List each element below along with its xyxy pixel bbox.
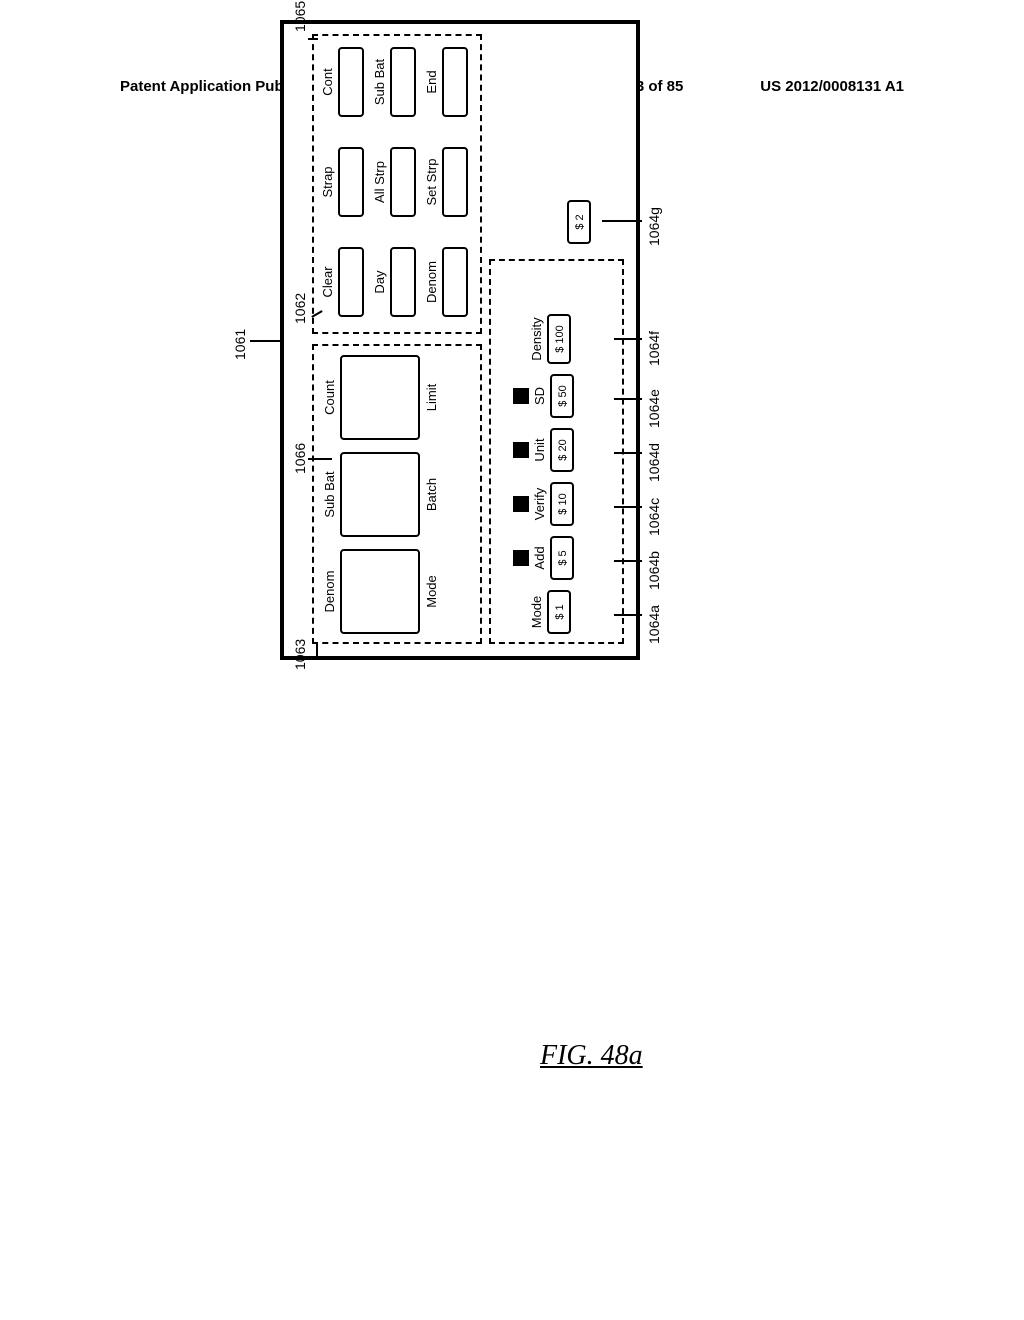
ref-1064f: 1064f [646, 331, 662, 366]
ref-1064e: 1064e [646, 389, 662, 428]
header-right: US 2012/0008131 A1 [760, 78, 904, 95]
btn-subbat[interactable] [390, 47, 416, 117]
box-subbat[interactable] [340, 452, 420, 537]
label-mode: Mode [424, 549, 439, 634]
label-day: Day [372, 247, 387, 317]
label-clear: Clear [320, 247, 335, 317]
ref-1062: 1062 [292, 293, 308, 324]
rcol1: Clear Day Denom [320, 247, 468, 317]
ref-1063: 1063 [292, 639, 308, 670]
btn-d100[interactable]: $ 100 [547, 314, 571, 364]
col-denom: Denom Mode [322, 549, 442, 634]
btn-allstrp[interactable] [390, 147, 416, 217]
low-verify: Verify $ 10 [513, 482, 574, 526]
btn-strap[interactable] [338, 147, 364, 217]
ref-1066: 1066 [292, 443, 308, 474]
btn-clear[interactable] [338, 247, 364, 317]
blackbox-sd [513, 388, 529, 404]
btn-d1[interactable]: $ 1 [547, 590, 571, 634]
low-add-lbl: Add [532, 536, 547, 580]
ref-1065: 1065 [292, 1, 308, 32]
leader-1061 [250, 340, 280, 342]
btn-d5[interactable]: $ 5 [550, 536, 574, 580]
low-verify-lbl: Verify [532, 482, 547, 526]
rcol3: Cont Sub Bat End [320, 47, 468, 117]
btn-day[interactable] [390, 247, 416, 317]
rcol2: Strap All Strp Set Strp [320, 147, 468, 217]
low-d2: $ 2 [567, 200, 591, 244]
ref-1064a: 1064a [646, 605, 662, 644]
region-lower: Mode $ 1 Add $ 5 Verify $ 10 Unit $ 20 S… [489, 259, 624, 644]
low-mode-lbl: Mode [529, 590, 544, 634]
label-cont: Cont [320, 47, 335, 117]
btn-end[interactable] [442, 47, 468, 117]
region-display: 1066 Denom Mode Sub Bat Batch Count Limi… [312, 344, 482, 644]
blackbox-add [513, 550, 529, 566]
leader-1065 [308, 38, 318, 40]
low-unit-lbl: Unit [532, 428, 547, 472]
ref-1064b: 1064b [646, 551, 662, 590]
region-buttons-right: 1065 Clear Day Denom Strap All Strp Set … [312, 34, 482, 334]
ref-1064c: 1064c [646, 498, 662, 536]
lead-1064a [614, 614, 642, 616]
lead-1064f [614, 338, 642, 340]
label-denom: Denom [322, 549, 337, 634]
btn-cont[interactable] [338, 47, 364, 117]
label-batch: Batch [424, 452, 439, 537]
col-subbat: Sub Bat Batch [322, 452, 442, 537]
btn-d10[interactable]: $ 10 [550, 482, 574, 526]
figure-label: FIG. 48a [540, 1040, 643, 1072]
panel-outer: 1063 1066 Denom Mode Sub Bat Batch Count… [280, 20, 640, 660]
ref-1061: 1061 [232, 329, 248, 360]
lead-1064d [614, 452, 642, 454]
low-unit: Unit $ 20 [513, 428, 574, 472]
ref-1064d: 1064d [646, 443, 662, 482]
low-density: Density $ 100 [513, 314, 571, 364]
label-count: Count [322, 355, 337, 440]
lead-1064e [614, 398, 642, 400]
low-add: Add $ 5 [513, 536, 574, 580]
blackbox-verify [513, 496, 529, 512]
label-allstrp: All Strp [372, 147, 387, 217]
box-denom[interactable] [340, 549, 420, 634]
label-limit: Limit [424, 355, 439, 440]
col-count: Count Limit [322, 355, 442, 440]
label-setstrp: Set Strp [424, 147, 439, 217]
box-count[interactable] [340, 355, 420, 440]
ref-1064g: 1064g [646, 207, 662, 246]
lead-1064b [614, 560, 642, 562]
label-subbat: Sub Bat [322, 452, 337, 537]
low-density-lbl: Density [529, 314, 544, 364]
low-sd-lbl: SD [532, 374, 547, 418]
low-mode: Mode $ 1 [513, 590, 571, 634]
lead-1064c [614, 506, 642, 508]
leader-1063 [316, 642, 318, 658]
label-end: End [424, 47, 439, 117]
lead-1064g [602, 220, 642, 222]
btn-setstrp[interactable] [442, 147, 468, 217]
label-subbat2: Sub Bat [372, 47, 387, 117]
blackbox-unit [513, 442, 529, 458]
low-sd: SD $ 50 [513, 374, 574, 418]
btn-d2[interactable]: $ 2 [567, 200, 591, 244]
btn-d20[interactable]: $ 20 [550, 428, 574, 472]
btn-denom[interactable] [442, 247, 468, 317]
btn-d50[interactable]: $ 50 [550, 374, 574, 418]
figure-diagram: 1061 1063 1066 Denom Mode Sub Bat Batch … [280, 20, 640, 660]
label-denom2: Denom [424, 247, 439, 317]
label-strap: Strap [320, 147, 335, 217]
